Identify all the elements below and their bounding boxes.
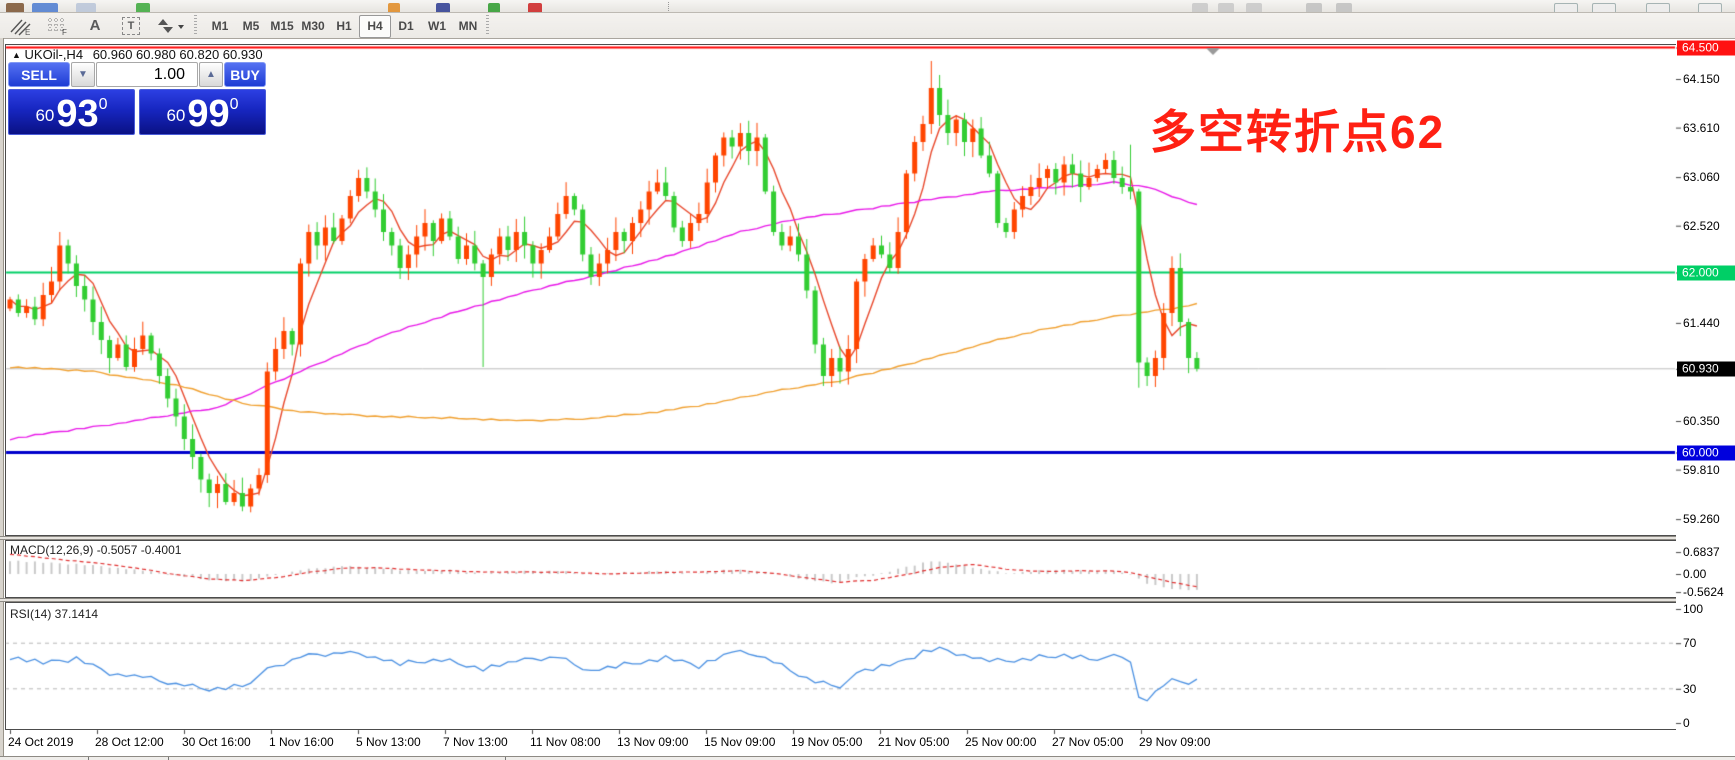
price-tick: 60.350 — [1683, 414, 1720, 428]
macd-tick: -0.5624 — [1683, 585, 1724, 600]
chart-title: ▲ UKOil-,H4 60.960 60.980 60.820 60.930 — [12, 47, 263, 62]
symbol-marker-icon: ▲ — [12, 50, 21, 60]
price-tick: 60.930 — [1677, 361, 1735, 377]
tab-separator — [505, 757, 506, 760]
rsi-tick: 0 — [1683, 716, 1690, 730]
sell-price-main: 93 — [56, 93, 99, 135]
buy-price-pip: 0 — [229, 96, 239, 113]
sell-price-pip: 0 — [98, 96, 108, 113]
buy-price-main: 99 — [187, 93, 230, 135]
time-tick: 27 Nov 05:00 — [1052, 735, 1124, 749]
time-tick: 5 Nov 13:00 — [356, 735, 421, 749]
ohlc-values: 60.960 60.980 60.820 60.930 — [92, 47, 263, 62]
rsi-tick: 100 — [1683, 602, 1704, 616]
symbol-period-label: UKOil-,H4 — [24, 47, 84, 62]
macd-tick: 0.6837 — [1683, 545, 1720, 560]
price-tick: 59.260 — [1683, 512, 1720, 527]
price-tick: 64.150 — [1683, 72, 1720, 86]
buy-price-prefix: 60 — [166, 106, 186, 125]
sell-price-display[interactable]: 60 93 0 — [8, 89, 135, 135]
macd-label: MACD(12,26,9) -0.5057 -0.4001 — [10, 543, 182, 557]
volume-input[interactable] — [96, 62, 198, 87]
price-tick: 61.440 — [1683, 315, 1720, 330]
rsi-tick: 30 — [1683, 681, 1697, 696]
time-tick: 29 Nov 09:00 — [1139, 735, 1211, 749]
volume-down-button[interactable]: ▼ — [71, 62, 95, 87]
time-tick: 11 Nov 08:00 — [530, 735, 601, 749]
price-tick: 63.060 — [1683, 170, 1720, 185]
price-tick: 62.520 — [1683, 218, 1720, 233]
rsi-tick: 70 — [1683, 636, 1697, 651]
price-tick: 64.500 — [1677, 40, 1735, 55]
buy-button[interactable]: BUY — [224, 62, 266, 87]
time-tick: 15 Nov 09:00 — [704, 735, 776, 749]
time-tick: 24 Oct 2019 — [8, 735, 74, 749]
rsi-label: RSI(14) 37.1414 — [10, 607, 99, 621]
sell-button[interactable]: SELL — [8, 62, 70, 87]
time-tick: 13 Nov 09:00 — [617, 735, 689, 749]
tab-separator — [168, 757, 169, 760]
price-tick: 62.000 — [1677, 265, 1735, 280]
one-click-trading-panel: SELL ▼ ▲ BUY 60 93 0 60 99 0 — [8, 62, 266, 135]
time-tick: 30 Oct 16:00 — [182, 735, 251, 749]
price-tick: 63.610 — [1683, 120, 1720, 135]
time-tick: 21 Nov 05:00 — [878, 735, 950, 749]
sell-price-prefix: 60 — [35, 106, 55, 125]
chart-tabs-strip[interactable] — [0, 756, 1735, 760]
price-tick: 59.810 — [1683, 462, 1720, 477]
time-tick: 25 Nov 00:00 — [965, 735, 1037, 749]
price-tick: 60.000 — [1677, 445, 1735, 460]
tab-separator — [88, 757, 89, 760]
time-tick: 28 Oct 12:00 — [95, 735, 164, 749]
macd-tick: 0.00 — [1683, 567, 1707, 581]
volume-up-button[interactable]: ▲ — [199, 62, 223, 87]
buy-price-display[interactable]: 60 99 0 — [139, 89, 266, 135]
chart-text-annotation[interactable]: 多空转折点62 — [1150, 106, 1446, 158]
time-tick: 19 Nov 05:00 — [791, 735, 863, 749]
time-tick: 7 Nov 13:00 — [443, 735, 508, 749]
time-tick: 1 Nov 16:00 — [269, 735, 334, 749]
